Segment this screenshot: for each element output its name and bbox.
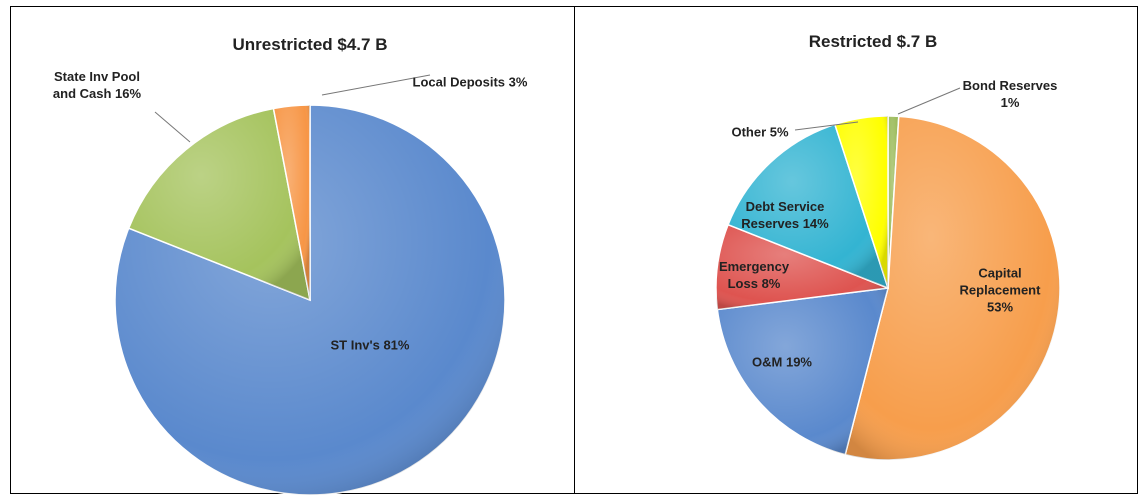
value-label: 3% [508,74,528,90]
category-label: Bond Reserves [962,78,1058,93]
leader-line [154,111,191,143]
value-label: 16% [115,86,142,101]
leader-line [321,74,431,96]
chart-title: Restricted $.7 B [809,32,938,52]
slice-label: Debt Service Reserves 14% [740,198,830,232]
category-label: Debt Service Reserves [741,199,825,231]
leader-line [794,121,859,131]
chart-title: Unrestricted $4.7 B [233,35,388,55]
value-label: 1% [1000,95,1020,110]
category-label: O&M [752,354,783,370]
slice-label: Emergency Loss 8% [714,258,794,292]
category-label: Emergency Loss [718,259,790,291]
category-label: Other [731,124,767,140]
chart-title-text: Unrestricted $4.7 B [232,35,388,54]
slice-label: Other 5% [715,124,805,141]
chart-title-text: Restricted $.7 B [808,32,938,51]
category-label: Local Deposits [412,74,506,90]
category-label: ST Inv's [330,337,380,353]
value-label: 8% [761,276,781,291]
value-label: 14% [802,216,829,231]
slice-label: ST Inv's 81% [330,337,410,354]
value-label: 5% [769,124,789,140]
category-label: State Inv Pool and Cash [52,69,140,101]
value-label: 53% [986,299,1014,315]
slice-label: State Inv Pool and Cash 16% [47,68,147,102]
slice-label: Bond Reserves 1% [955,77,1065,111]
panel [574,6,1138,494]
slice-label: Capital Replacement 53% [950,265,1050,316]
value-label: 81% [383,337,410,353]
value-label: 19% [785,354,812,370]
leader-line [897,87,961,115]
category-label: Capital Replacement [959,265,1041,298]
slice-label: Local Deposits 3% [405,74,535,91]
slice-label: O&M 19% [737,354,827,371]
